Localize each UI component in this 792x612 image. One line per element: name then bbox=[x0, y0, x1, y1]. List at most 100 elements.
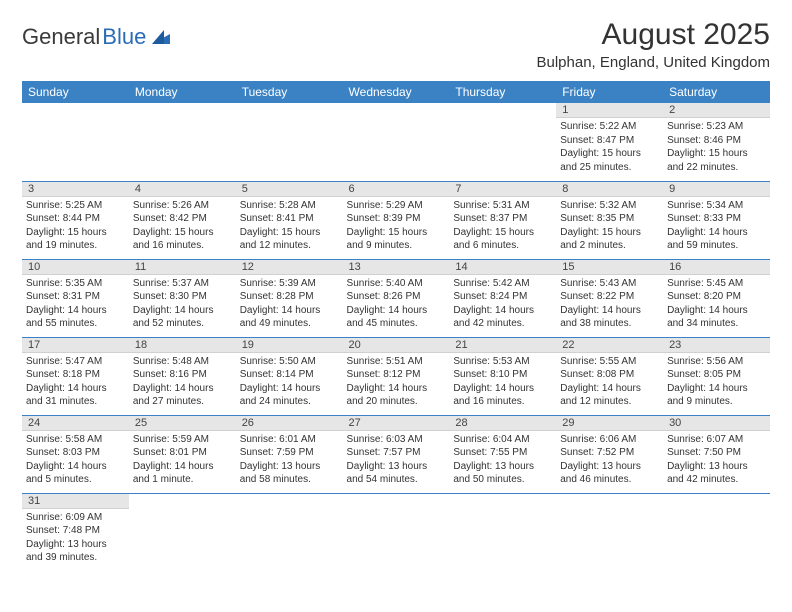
day-number: 9 bbox=[663, 182, 770, 197]
day-details: Sunrise: 5:48 AMSunset: 8:16 PMDaylight:… bbox=[129, 353, 236, 413]
sunrise-text: Sunrise: 5:39 AM bbox=[240, 277, 339, 291]
day-details: Sunrise: 5:28 AMSunset: 8:41 PMDaylight:… bbox=[236, 197, 343, 257]
sunset-text: Sunset: 8:47 PM bbox=[560, 134, 659, 148]
day-number: 17 bbox=[22, 338, 129, 353]
logo-text-general: General bbox=[22, 24, 100, 50]
daylight-text: Daylight: 15 hours and 19 minutes. bbox=[26, 226, 125, 253]
day-number: 20 bbox=[343, 338, 450, 353]
sunrise-text: Sunrise: 6:06 AM bbox=[560, 433, 659, 447]
day-details: Sunrise: 5:56 AMSunset: 8:05 PMDaylight:… bbox=[663, 353, 770, 413]
sunset-text: Sunset: 7:55 PM bbox=[453, 446, 552, 460]
calendar-week-row: 24Sunrise: 5:58 AMSunset: 8:03 PMDayligh… bbox=[22, 415, 770, 493]
daylight-text: Daylight: 13 hours and 39 minutes. bbox=[26, 538, 125, 565]
calendar-day-cell: 29Sunrise: 6:06 AMSunset: 7:52 PMDayligh… bbox=[556, 415, 663, 493]
sunrise-text: Sunrise: 5:22 AM bbox=[560, 120, 659, 134]
calendar-day-cell: 24Sunrise: 5:58 AMSunset: 8:03 PMDayligh… bbox=[22, 415, 129, 493]
sunrise-text: Sunrise: 5:55 AM bbox=[560, 355, 659, 369]
calendar-week-row: 31Sunrise: 6:09 AMSunset: 7:48 PMDayligh… bbox=[22, 493, 770, 571]
day-details: Sunrise: 5:31 AMSunset: 8:37 PMDaylight:… bbox=[449, 197, 556, 257]
daylight-text: Daylight: 14 hours and 27 minutes. bbox=[133, 382, 232, 409]
daylight-text: Daylight: 15 hours and 16 minutes. bbox=[133, 226, 232, 253]
day-details: Sunrise: 6:07 AMSunset: 7:50 PMDaylight:… bbox=[663, 431, 770, 491]
calendar-day-cell: 22Sunrise: 5:55 AMSunset: 8:08 PMDayligh… bbox=[556, 337, 663, 415]
sunset-text: Sunset: 8:05 PM bbox=[667, 368, 766, 382]
daylight-text: Daylight: 15 hours and 2 minutes. bbox=[560, 226, 659, 253]
day-details: Sunrise: 6:01 AMSunset: 7:59 PMDaylight:… bbox=[236, 431, 343, 491]
day-number: 8 bbox=[556, 182, 663, 197]
sunset-text: Sunset: 8:44 PM bbox=[26, 212, 125, 226]
sunrise-text: Sunrise: 6:04 AM bbox=[453, 433, 552, 447]
sunset-text: Sunset: 8:33 PM bbox=[667, 212, 766, 226]
sunset-text: Sunset: 8:10 PM bbox=[453, 368, 552, 382]
sunrise-text: Sunrise: 6:03 AM bbox=[347, 433, 446, 447]
calendar-day-cell: 10Sunrise: 5:35 AMSunset: 8:31 PMDayligh… bbox=[22, 259, 129, 337]
calendar-day-cell: 19Sunrise: 5:50 AMSunset: 8:14 PMDayligh… bbox=[236, 337, 343, 415]
weekday-header: Tuesday bbox=[236, 81, 343, 103]
daylight-text: Daylight: 14 hours and 34 minutes. bbox=[667, 304, 766, 331]
calendar-day-cell: 18Sunrise: 5:48 AMSunset: 8:16 PMDayligh… bbox=[129, 337, 236, 415]
sunrise-text: Sunrise: 5:28 AM bbox=[240, 199, 339, 213]
day-number: 30 bbox=[663, 416, 770, 431]
calendar-day-cell: 26Sunrise: 6:01 AMSunset: 7:59 PMDayligh… bbox=[236, 415, 343, 493]
sunrise-text: Sunrise: 5:29 AM bbox=[347, 199, 446, 213]
daylight-text: Daylight: 14 hours and 12 minutes. bbox=[560, 382, 659, 409]
title-block: August 2025 Bulphan, England, United Kin… bbox=[537, 18, 771, 71]
sunset-text: Sunset: 8:31 PM bbox=[26, 290, 125, 304]
day-details: Sunrise: 5:39 AMSunset: 8:28 PMDaylight:… bbox=[236, 275, 343, 335]
daylight-text: Daylight: 13 hours and 50 minutes. bbox=[453, 460, 552, 487]
sunset-text: Sunset: 7:59 PM bbox=[240, 446, 339, 460]
sunrise-text: Sunrise: 5:37 AM bbox=[133, 277, 232, 291]
calendar-day-cell: 1Sunrise: 5:22 AMSunset: 8:47 PMDaylight… bbox=[556, 103, 663, 181]
weekday-header: Monday bbox=[129, 81, 236, 103]
daylight-text: Daylight: 15 hours and 22 minutes. bbox=[667, 147, 766, 174]
sunset-text: Sunset: 8:16 PM bbox=[133, 368, 232, 382]
calendar-day-cell: 20Sunrise: 5:51 AMSunset: 8:12 PMDayligh… bbox=[343, 337, 450, 415]
sunset-text: Sunset: 7:57 PM bbox=[347, 446, 446, 460]
logo: GeneralBlue bbox=[22, 18, 172, 50]
calendar-day-cell: 7Sunrise: 5:31 AMSunset: 8:37 PMDaylight… bbox=[449, 181, 556, 259]
calendar-day-cell: 16Sunrise: 5:45 AMSunset: 8:20 PMDayligh… bbox=[663, 259, 770, 337]
sunrise-text: Sunrise: 6:09 AM bbox=[26, 511, 125, 525]
sunrise-text: Sunrise: 5:47 AM bbox=[26, 355, 125, 369]
sunrise-text: Sunrise: 5:35 AM bbox=[26, 277, 125, 291]
daylight-text: Daylight: 14 hours and 49 minutes. bbox=[240, 304, 339, 331]
day-details: Sunrise: 5:58 AMSunset: 8:03 PMDaylight:… bbox=[22, 431, 129, 491]
day-details: Sunrise: 5:59 AMSunset: 8:01 PMDaylight:… bbox=[129, 431, 236, 491]
sunset-text: Sunset: 8:37 PM bbox=[453, 212, 552, 226]
sunset-text: Sunset: 8:42 PM bbox=[133, 212, 232, 226]
calendar-empty-cell bbox=[556, 493, 663, 571]
calendar-day-cell: 13Sunrise: 5:40 AMSunset: 8:26 PMDayligh… bbox=[343, 259, 450, 337]
sunset-text: Sunset: 8:24 PM bbox=[453, 290, 552, 304]
calendar-day-cell: 11Sunrise: 5:37 AMSunset: 8:30 PMDayligh… bbox=[129, 259, 236, 337]
day-details: Sunrise: 5:40 AMSunset: 8:26 PMDaylight:… bbox=[343, 275, 450, 335]
calendar-day-cell: 14Sunrise: 5:42 AMSunset: 8:24 PMDayligh… bbox=[449, 259, 556, 337]
calendar-empty-cell bbox=[663, 493, 770, 571]
calendar-empty-cell bbox=[129, 493, 236, 571]
day-number: 29 bbox=[556, 416, 663, 431]
calendar-empty-cell bbox=[22, 103, 129, 181]
day-number: 21 bbox=[449, 338, 556, 353]
sunrise-text: Sunrise: 6:07 AM bbox=[667, 433, 766, 447]
sunset-text: Sunset: 8:08 PM bbox=[560, 368, 659, 382]
sunset-text: Sunset: 8:12 PM bbox=[347, 368, 446, 382]
day-number: 25 bbox=[129, 416, 236, 431]
calendar-empty-cell bbox=[449, 493, 556, 571]
day-number: 3 bbox=[22, 182, 129, 197]
daylight-text: Daylight: 14 hours and 31 minutes. bbox=[26, 382, 125, 409]
sunrise-text: Sunrise: 5:51 AM bbox=[347, 355, 446, 369]
day-number: 14 bbox=[449, 260, 556, 275]
location-subtitle: Bulphan, England, United Kingdom bbox=[537, 54, 771, 71]
sunrise-text: Sunrise: 5:42 AM bbox=[453, 277, 552, 291]
calendar-day-cell: 12Sunrise: 5:39 AMSunset: 8:28 PMDayligh… bbox=[236, 259, 343, 337]
sunrise-text: Sunrise: 5:48 AM bbox=[133, 355, 232, 369]
sunset-text: Sunset: 8:35 PM bbox=[560, 212, 659, 226]
calendar-day-cell: 23Sunrise: 5:56 AMSunset: 8:05 PMDayligh… bbox=[663, 337, 770, 415]
calendar-day-cell: 5Sunrise: 5:28 AMSunset: 8:41 PMDaylight… bbox=[236, 181, 343, 259]
daylight-text: Daylight: 14 hours and 24 minutes. bbox=[240, 382, 339, 409]
calendar-week-row: 3Sunrise: 5:25 AMSunset: 8:44 PMDaylight… bbox=[22, 181, 770, 259]
daylight-text: Daylight: 15 hours and 12 minutes. bbox=[240, 226, 339, 253]
sunrise-text: Sunrise: 5:34 AM bbox=[667, 199, 766, 213]
day-details: Sunrise: 5:25 AMSunset: 8:44 PMDaylight:… bbox=[22, 197, 129, 257]
sunrise-text: Sunrise: 6:01 AM bbox=[240, 433, 339, 447]
sunrise-text: Sunrise: 5:53 AM bbox=[453, 355, 552, 369]
